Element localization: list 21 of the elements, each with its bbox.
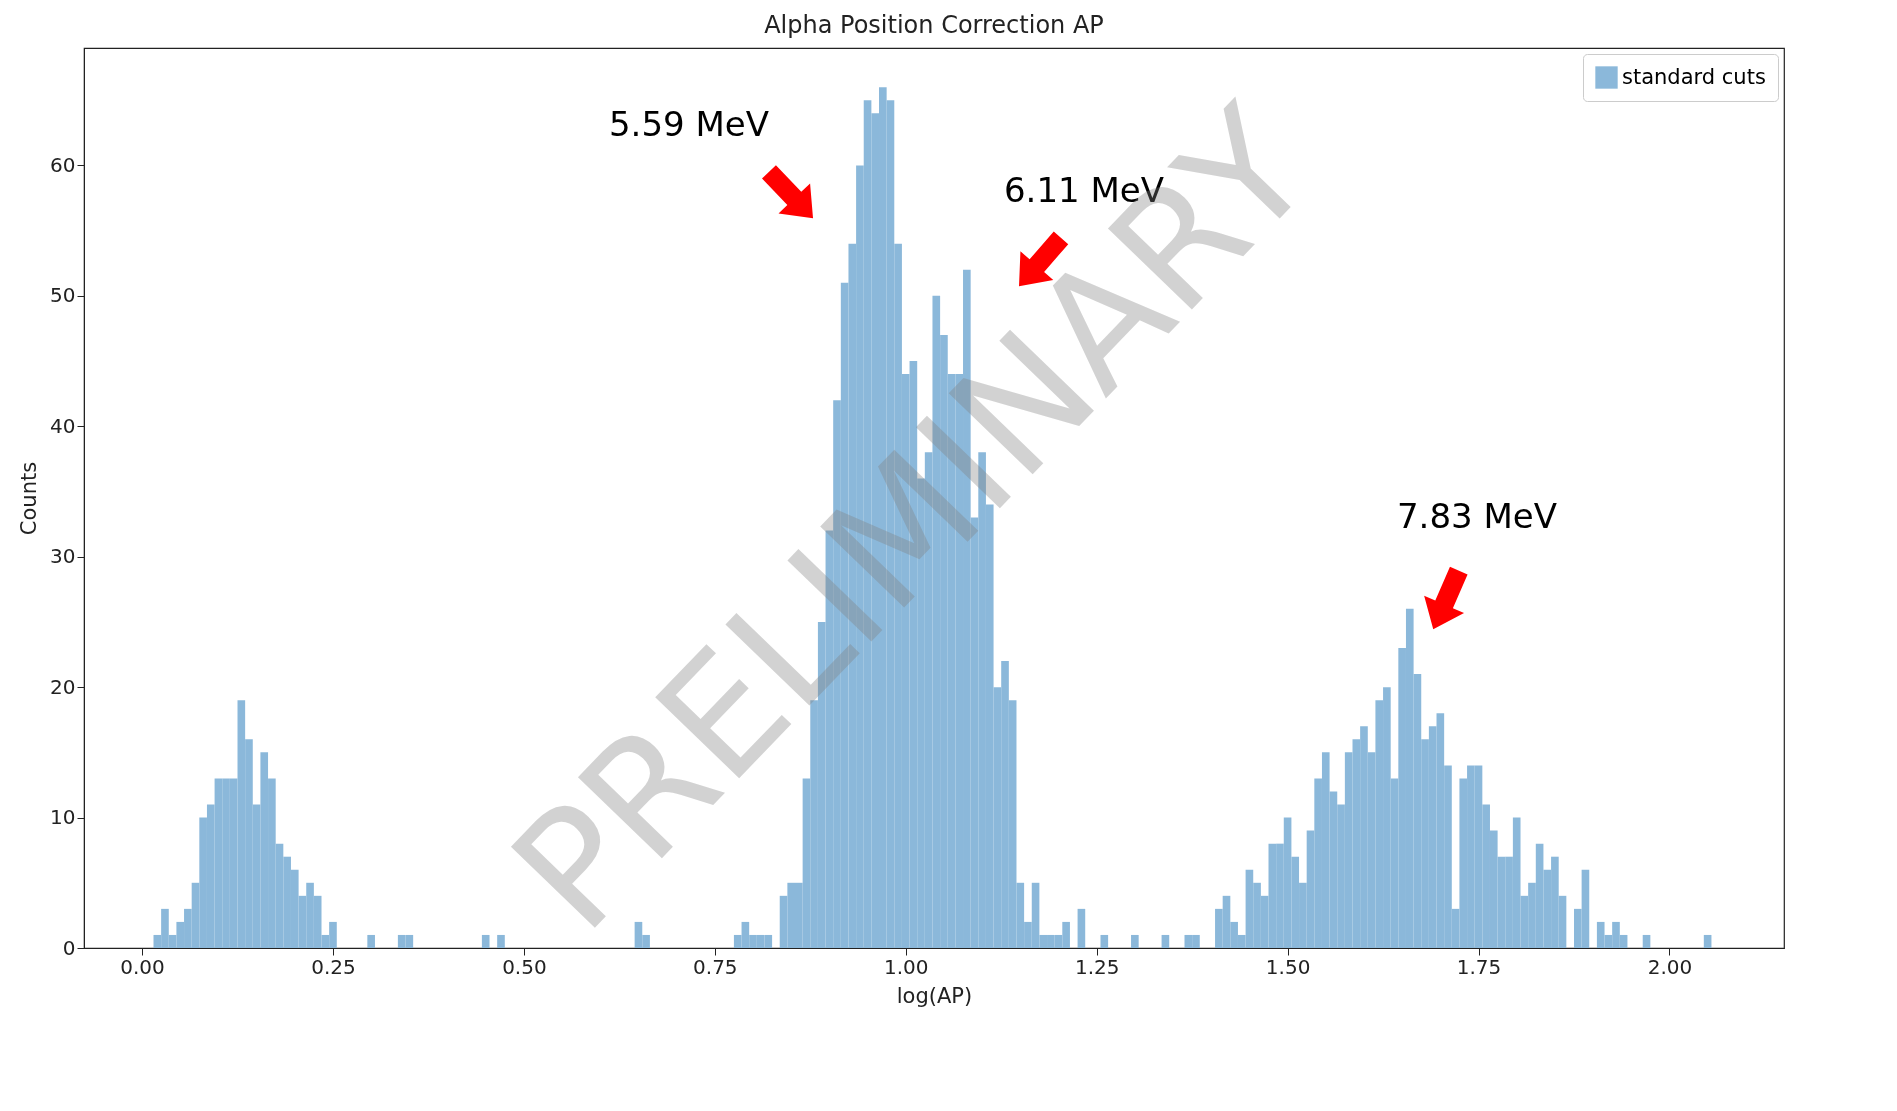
- x-tick-label: 0.75: [693, 954, 738, 979]
- x-tick-label: 0.50: [502, 954, 547, 979]
- y-tick-label: 10: [50, 805, 76, 830]
- chart-title: Alpha Position Correction AP: [764, 11, 1104, 39]
- x-tick-label: 0.00: [120, 954, 165, 979]
- x-axis-title: log(AP): [896, 983, 973, 1008]
- y-tick-label: 50: [50, 283, 76, 308]
- legend-label: standard cuts: [1622, 64, 1766, 89]
- x-tick-label: 1.00: [883, 954, 929, 979]
- x-tick-label: 1.50: [1265, 954, 1311, 979]
- y-axis-title: Counts: [17, 461, 42, 536]
- y-tick-label: 20: [50, 674, 76, 699]
- y-tick-label: 30: [50, 544, 76, 569]
- annotation: 7.83 MeV: [1396, 496, 1558, 536]
- x-tick-label: 1.25: [1074, 954, 1120, 979]
- y-tick-label: 0: [62, 935, 76, 960]
- x-tick-label: 2.00: [1647, 954, 1693, 979]
- y-tick-label: 40: [50, 413, 76, 438]
- x-tick-label: 0.25: [311, 954, 356, 979]
- y-tick-label: 60: [50, 152, 76, 177]
- x-tick-label: 1.75: [1456, 954, 1502, 979]
